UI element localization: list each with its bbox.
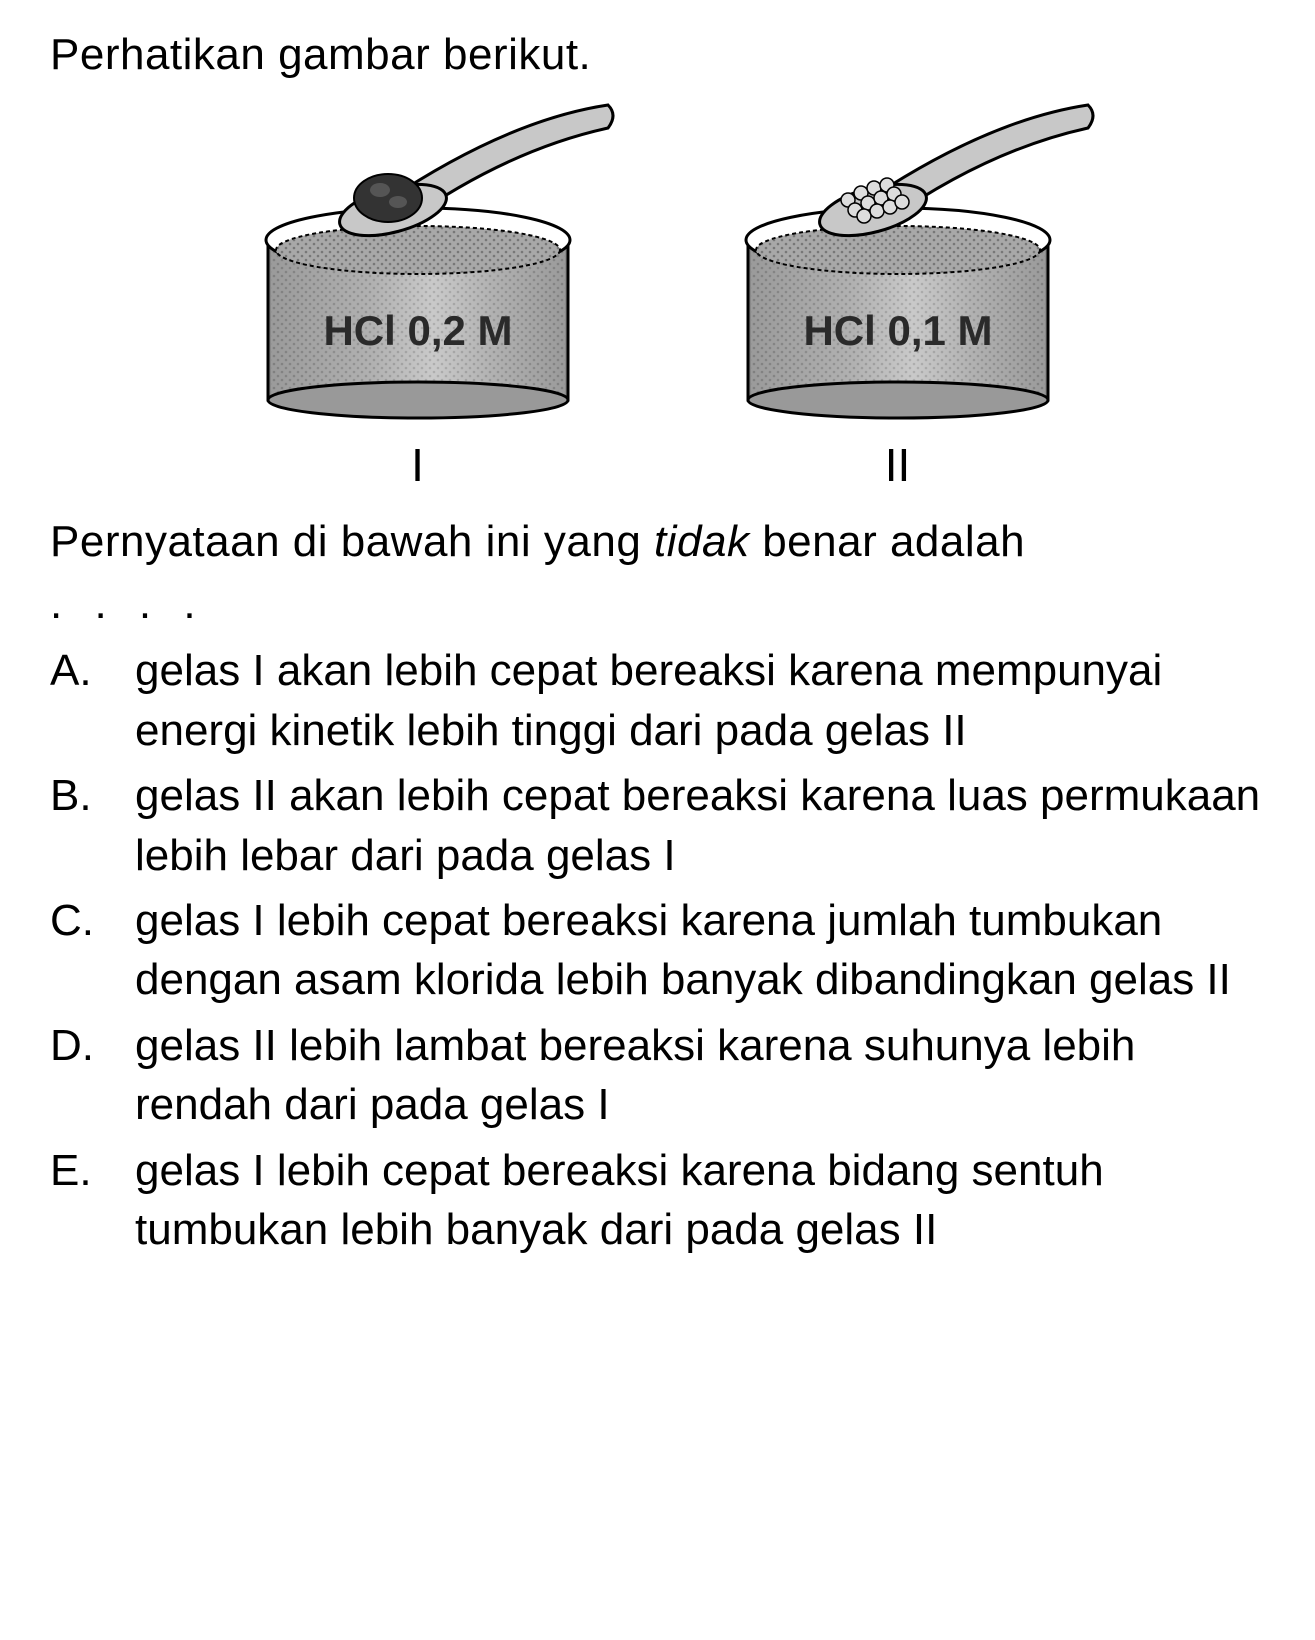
diagram-row: HCl 0,2 M I	[50, 90, 1265, 492]
option-a: A. gelas I akan lebih cepat bereaksi kar…	[50, 641, 1265, 760]
beaker-2-roman: II	[885, 438, 911, 492]
instruction-text: Perhatikan gambar berikut.	[50, 30, 1265, 80]
beaker-1-roman: I	[411, 438, 424, 492]
option-a-text: gelas I akan lebih cepat bereaksi karena…	[135, 641, 1265, 760]
option-c-letter: C.	[50, 891, 135, 950]
option-b-letter: B.	[50, 766, 135, 825]
statement-pre: Pernyataan di bawah ini yang	[50, 517, 654, 566]
option-d-text: gelas II lebih lambat bereaksi karena su…	[135, 1016, 1265, 1135]
option-e: E. gelas I lebih cepat bereaksi karena b…	[50, 1141, 1265, 1260]
beaker-2-svg: HCl 0,1 M	[688, 90, 1108, 430]
option-d: D. gelas II lebih lambat bereaksi karena…	[50, 1016, 1265, 1135]
options-list: A. gelas I akan lebih cepat bereaksi kar…	[50, 641, 1265, 1259]
ellipsis-dots: . . . .	[50, 579, 1265, 629]
beaker-1-solution-label: HCl 0,2 M	[323, 307, 512, 354]
sample-chunk-icon	[354, 174, 422, 222]
beaker-2-solution-label: HCl 0,1 M	[803, 307, 992, 354]
option-e-text: gelas I lebih cepat bereaksi karena bida…	[135, 1141, 1265, 1260]
statement-italic: tidak	[654, 517, 749, 566]
option-a-letter: A.	[50, 641, 135, 700]
option-c-text: gelas I lebih cepat bereaksi karena juml…	[135, 891, 1265, 1010]
beaker-1-wrap: HCl 0,2 M I	[208, 90, 628, 492]
question-statement: Pernyataan di bawah ini yang tidak benar…	[50, 512, 1265, 571]
beaker-1-svg: HCl 0,2 M	[208, 90, 628, 430]
option-b-text: gelas II akan lebih cepat bereaksi karen…	[135, 766, 1265, 885]
option-c: C. gelas I lebih cepat bereaksi karena j…	[50, 891, 1265, 1010]
option-d-letter: D.	[50, 1016, 135, 1075]
beaker-2-wrap: HCl 0,1 M	[688, 90, 1108, 492]
statement-post: benar adalah	[749, 517, 1025, 566]
option-e-letter: E.	[50, 1141, 135, 1200]
option-b: B. gelas II akan lebih cepat bereaksi ka…	[50, 766, 1265, 885]
